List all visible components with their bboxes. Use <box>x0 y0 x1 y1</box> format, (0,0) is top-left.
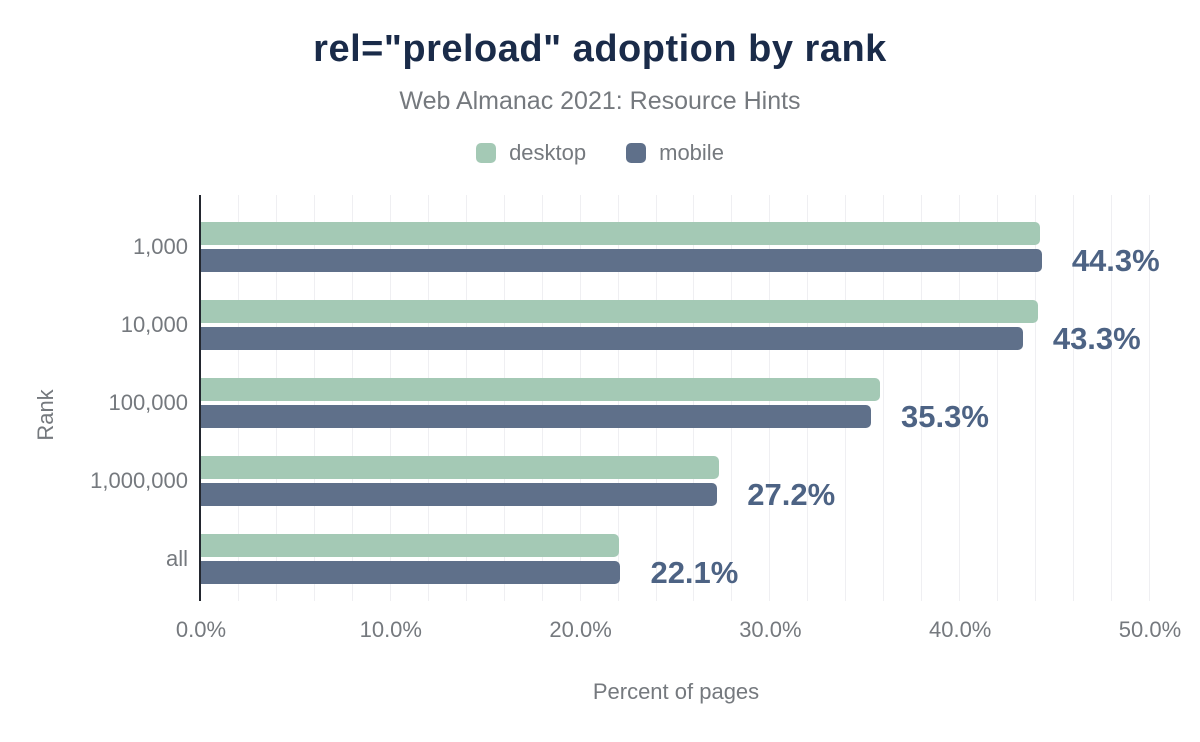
mobile-swatch-icon <box>626 143 647 163</box>
bar-desktop <box>201 534 619 557</box>
plot-area: 1,000 44.3% 10,000 43.3% 100,000 35.3% 1,000,0… <box>90 195 1160 601</box>
x-tick-label: 40.0% <box>928 617 992 642</box>
gridline <box>997 195 999 601</box>
category-label: 1,000 <box>132 234 188 259</box>
x-tick-label: 30.0% <box>739 617 802 642</box>
gridline <box>883 195 885 601</box>
desktop-swatch-icon <box>476 143 497 163</box>
bar-desktop <box>201 378 881 401</box>
legend-label-desktop: desktop <box>509 140 587 165</box>
chart-subtitle: Web Almanac 2021: Resource Hints <box>399 87 801 115</box>
value-label: 35.3% <box>900 398 989 434</box>
value-label: 27.2% <box>747 476 836 512</box>
gridline <box>921 195 923 601</box>
value-label: 44.3% <box>1071 242 1160 278</box>
legend-item-desktop: desktop <box>476 140 586 166</box>
category-label: 1,000,000 <box>90 468 188 493</box>
y-axis-title: Rank <box>33 389 58 441</box>
bar-mobile <box>201 249 1042 272</box>
bar-mobile <box>201 405 871 428</box>
legend-item-mobile: mobile <box>626 140 724 166</box>
category-label: all <box>165 546 188 571</box>
bar-desktop <box>201 456 720 479</box>
legend-label-mobile: mobile <box>659 140 724 165</box>
bar-desktop <box>201 300 1039 323</box>
x-tick-label: 20.0% <box>549 617 612 642</box>
gridline <box>959 195 961 601</box>
bar-desktop <box>201 222 1040 245</box>
bar-mobile <box>201 483 718 506</box>
category-label: 10,000 <box>120 312 188 337</box>
y-axis-line <box>199 195 201 601</box>
x-tick-label: 50.0% <box>1118 617 1182 642</box>
legend: desktop mobile <box>0 140 1200 166</box>
gridline <box>1149 195 1150 601</box>
category-label: 100,000 <box>108 390 188 415</box>
value-label: 43.3% <box>1052 320 1141 356</box>
x-axis-title: Percent of pages <box>592 679 760 704</box>
gridline <box>1073 195 1075 601</box>
x-tick-label: 0.0% <box>175 617 227 642</box>
x-tick-label: 10.0% <box>359 617 422 642</box>
gridline <box>1035 195 1037 601</box>
value-label: 22.1% <box>650 554 739 590</box>
gridline <box>1111 195 1113 601</box>
bar-mobile <box>201 561 621 584</box>
chart-title: rel="preload" adoption by rank <box>313 28 887 70</box>
bar-mobile <box>201 327 1023 350</box>
